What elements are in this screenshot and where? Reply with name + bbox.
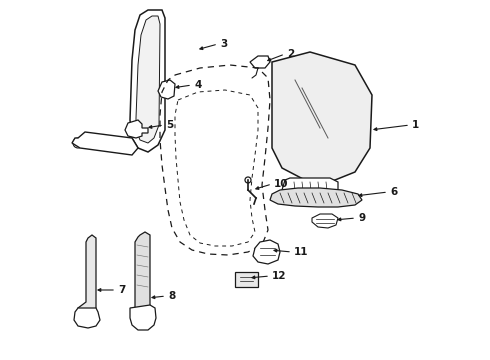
Polygon shape: [130, 10, 165, 152]
Text: 4: 4: [194, 80, 201, 90]
Polygon shape: [312, 214, 338, 228]
Text: 12: 12: [272, 271, 287, 281]
Polygon shape: [78, 235, 96, 318]
Text: 1: 1: [412, 120, 419, 130]
Circle shape: [73, 138, 83, 148]
Polygon shape: [250, 56, 270, 68]
Text: 10: 10: [274, 179, 289, 189]
Text: 8: 8: [168, 291, 175, 301]
Polygon shape: [272, 52, 372, 182]
Polygon shape: [125, 120, 148, 138]
Polygon shape: [253, 240, 280, 264]
Text: 7: 7: [118, 285, 125, 295]
Text: 11: 11: [294, 247, 309, 257]
Text: 5: 5: [166, 120, 173, 130]
Polygon shape: [135, 232, 150, 315]
Text: 2: 2: [287, 49, 294, 59]
Polygon shape: [74, 308, 100, 328]
Polygon shape: [130, 305, 156, 330]
Polygon shape: [270, 188, 362, 207]
Polygon shape: [136, 16, 160, 143]
Polygon shape: [282, 178, 338, 202]
Polygon shape: [158, 80, 175, 99]
Text: 6: 6: [390, 187, 397, 197]
Circle shape: [245, 177, 251, 183]
Polygon shape: [72, 132, 138, 155]
Text: 3: 3: [220, 39, 227, 49]
FancyBboxPatch shape: [235, 271, 258, 287]
Text: 9: 9: [358, 213, 365, 223]
